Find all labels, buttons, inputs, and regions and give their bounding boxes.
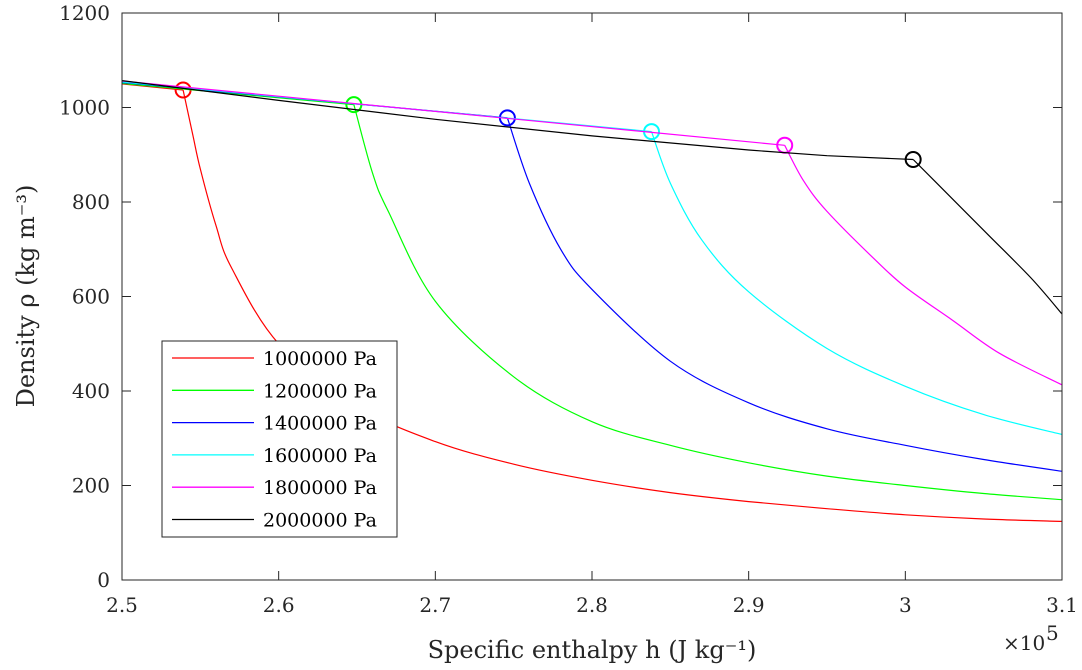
y-tick-label: 0 — [97, 568, 110, 592]
x-axis-label: Specific enthalpy h (J kg⁻¹) — [428, 636, 757, 664]
legend-entry: 1400000 Pa — [172, 413, 377, 435]
x-tick-label: 2.5 — [106, 593, 138, 617]
x-tick-label: 2.9 — [733, 593, 765, 617]
series-line — [506, 117, 1063, 472]
x-tick-label: 2.7 — [419, 593, 451, 617]
series-line-liquid — [121, 80, 785, 146]
y-tick-label: 800 — [72, 190, 110, 214]
legend-label: 1800000 Pa — [263, 477, 377, 499]
x-tick-label: 2.6 — [263, 593, 295, 617]
ticks-layer: 2.5 2.6 2.7 2.8 2.9 3 3.1 0 200 400 600 800 1000 1200 — [59, 1, 1078, 617]
y-tick-label: 1000 — [59, 96, 110, 120]
y-tick-label: 600 — [72, 285, 110, 309]
series-line-liquid — [121, 80, 914, 161]
y-tick-label: 1200 — [59, 1, 110, 25]
x-tick-label: 3 — [899, 593, 912, 617]
y-tick-label: 400 — [72, 379, 110, 403]
legend-label: 1400000 Pa — [263, 413, 377, 435]
legend: 1000000 Pa 1200000 Pa 1400000 Pa 1600000 Pa… — [161, 340, 398, 538]
legend-label: 1000000 Pa — [263, 348, 377, 370]
legend-label: 1600000 Pa — [263, 445, 377, 467]
x-exponent-label: ×10 — [1003, 631, 1045, 655]
series-line — [650, 131, 1063, 436]
legend-entry: 1200000 Pa — [172, 380, 377, 402]
legend-entry: 1800000 Pa — [172, 477, 377, 499]
legend-entries: 1000000 Pa 1200000 Pa 1400000 Pa 1600000 Pa… — [172, 348, 377, 532]
legend-label: 1200000 Pa — [263, 380, 377, 402]
series-line — [912, 159, 1063, 315]
legend-label: 2000000 Pa — [263, 510, 377, 532]
series-line — [353, 104, 1063, 501]
series-line — [182, 89, 1063, 522]
y-tick-label: 200 — [72, 474, 110, 498]
legend-entry: 1000000 Pa — [172, 348, 377, 370]
y-axis-label: Density ρ (kg m⁻³) — [12, 185, 40, 408]
plot-frame — [121, 12, 1063, 581]
x-tick-label: 2.8 — [576, 593, 608, 617]
saturation-point-marker — [904, 150, 922, 168]
series-5 — [121, 80, 1063, 315]
series-layer — [121, 80, 1063, 522]
series-line-liquid — [121, 82, 354, 106]
x-exponent-power: 5 — [1046, 621, 1059, 645]
legend-entry: 1600000 Pa — [172, 445, 377, 467]
x-tick-label: 3.1 — [1046, 593, 1078, 617]
series-line — [784, 145, 1063, 386]
legend-entry: 2000000 Pa — [172, 510, 377, 532]
legend-box — [161, 340, 398, 538]
